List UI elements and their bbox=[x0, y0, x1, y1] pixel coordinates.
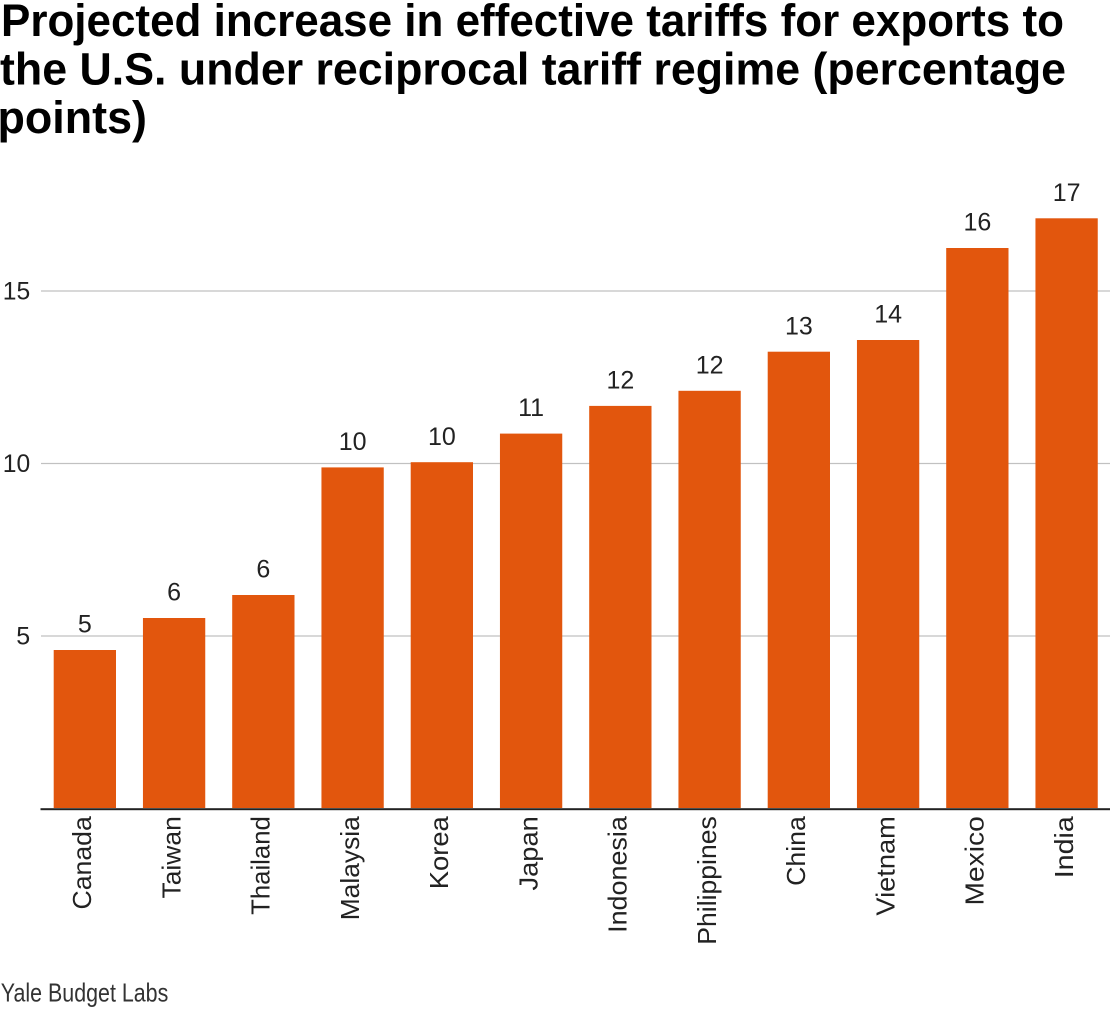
svg-text:Taiwan: Taiwan bbox=[156, 816, 186, 898]
svg-text:Korea: Korea bbox=[424, 816, 454, 890]
svg-text:the U.S. under reciprocal tari: the U.S. under reciprocal tariff regime … bbox=[0, 44, 1066, 95]
svg-text:points): points) bbox=[0, 92, 147, 143]
svg-text:Yale Budget Labs: Yale Budget Labs bbox=[1, 977, 169, 1007]
svg-text:Mexico: Mexico bbox=[960, 816, 990, 905]
svg-text:10: 10 bbox=[428, 423, 456, 451]
svg-text:15: 15 bbox=[3, 278, 30, 306]
svg-text:5: 5 bbox=[78, 611, 92, 639]
svg-text:Vietnam: Vietnam bbox=[870, 816, 900, 915]
svg-text:16: 16 bbox=[963, 209, 991, 237]
svg-text:Canada: Canada bbox=[67, 816, 97, 910]
svg-text:12: 12 bbox=[606, 367, 634, 395]
svg-text:China: China bbox=[781, 816, 811, 886]
svg-text:11: 11 bbox=[518, 394, 544, 422]
svg-text:10: 10 bbox=[339, 428, 367, 456]
svg-text:Japan: Japan bbox=[513, 816, 543, 890]
svg-text:14: 14 bbox=[874, 301, 902, 329]
svg-text:5: 5 bbox=[16, 623, 30, 651]
svg-text:India: India bbox=[1049, 816, 1079, 879]
svg-text:17: 17 bbox=[1053, 179, 1081, 207]
svg-text:13: 13 bbox=[785, 312, 813, 340]
svg-text:Indonesia: Indonesia bbox=[603, 816, 633, 933]
svg-text:12: 12 bbox=[696, 351, 724, 379]
svg-text:6: 6 bbox=[256, 556, 270, 584]
svg-text:Malaysia: Malaysia bbox=[335, 816, 365, 921]
svg-text:10: 10 bbox=[3, 450, 30, 478]
svg-text:6: 6 bbox=[167, 579, 181, 607]
svg-text:Philippines: Philippines bbox=[692, 816, 722, 945]
svg-text:Thailand: Thailand bbox=[246, 816, 276, 915]
svg-text:Projected increase in effectiv: Projected increase in effective tariffs … bbox=[1, 0, 1064, 46]
